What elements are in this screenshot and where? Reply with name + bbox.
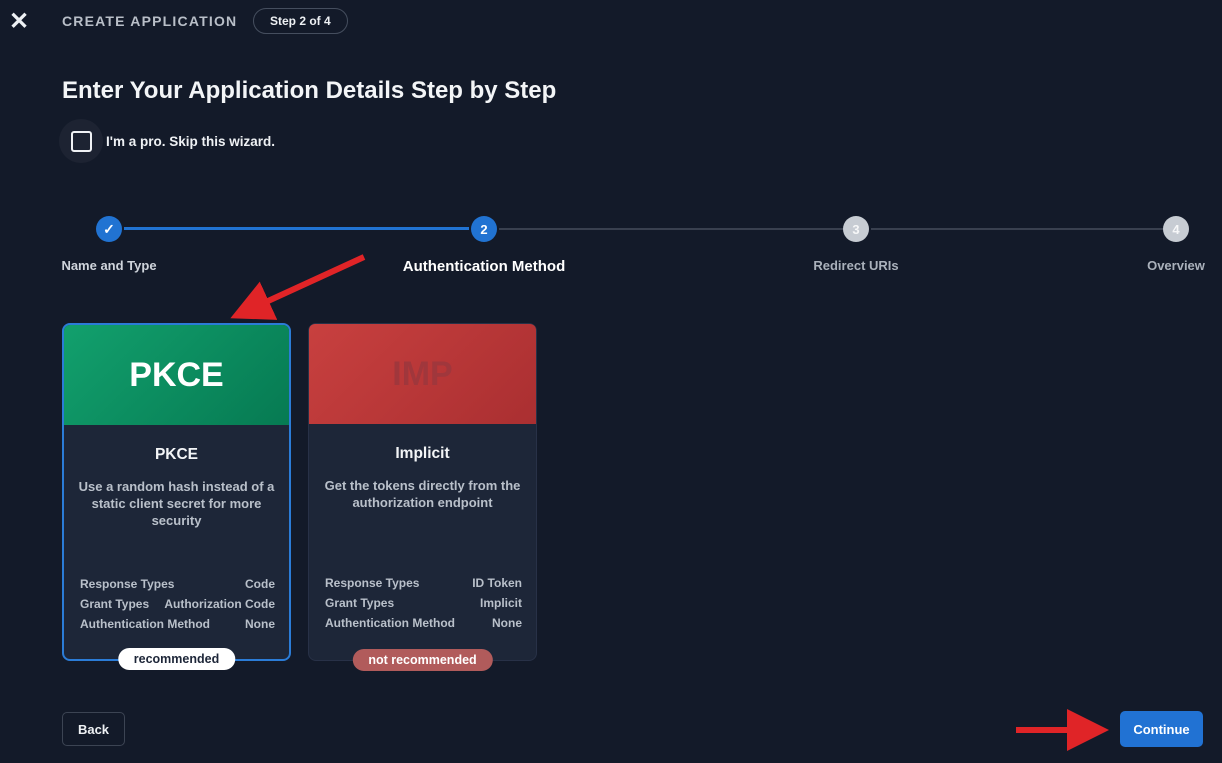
pkce-card-specs: Response Types Code Grant Types Authoriz… xyxy=(80,577,275,637)
spec-label: Response Types xyxy=(80,577,175,591)
spec-value: Code xyxy=(245,577,275,591)
step-label-name-and-type: Name and Type xyxy=(61,258,157,273)
pkce-card-title: PKCE xyxy=(154,446,199,463)
spec-row: Grant Types Authorization Code xyxy=(80,597,275,611)
auth-method-card-implicit[interactable]: IMP Implicit Get the tokens directly fro… xyxy=(308,323,537,671)
arrow-to-pkce-card xyxy=(230,254,366,320)
pkce-card-header[interactable]: PKCE xyxy=(64,325,289,425)
skip-wizard-label: I'm a pro. Skip this wizard. xyxy=(106,133,275,149)
step-circle-authentication-method[interactable]: 2 xyxy=(471,216,497,242)
page-title: Enter Your Application Details Step by S… xyxy=(62,77,557,104)
auth-method-card-pkce[interactable]: PKCE PKCE Use a random hash instead of a… xyxy=(62,323,291,670)
implicit-card-description: Get the tokens directly from the authori… xyxy=(324,478,521,510)
spec-label: Response Types xyxy=(325,576,420,590)
spec-row: Authentication Method None xyxy=(80,617,275,631)
pkce-card-description: Use a random hash instead of a static cl… xyxy=(78,479,275,528)
spec-label: Grant Types xyxy=(80,597,150,611)
spec-row: Grant Types Implicit xyxy=(325,596,522,610)
step-circle-redirect-uris[interactable]: 3 xyxy=(843,216,869,242)
spec-value: None xyxy=(492,616,522,630)
stepper-connector-active xyxy=(124,227,469,230)
step-label-overview: Overview xyxy=(1147,258,1205,273)
step-number: 2 xyxy=(480,221,488,237)
checkmark-icon: ✓ xyxy=(103,220,115,237)
stepper-connector xyxy=(499,228,843,230)
spec-row: Response Types Code xyxy=(80,577,275,591)
back-button[interactable]: Back xyxy=(62,712,125,746)
step-circle-name-and-type[interactable]: ✓ xyxy=(96,216,122,242)
spec-value: Implicit xyxy=(479,596,522,610)
step-progress-badge: Step 2 of 4 xyxy=(253,8,348,34)
implicit-card-title: Implicit xyxy=(395,445,450,462)
implicit-card-header[interactable]: IMP xyxy=(309,324,536,424)
close-icon[interactable]: ✕ xyxy=(5,8,33,36)
step-label-redirect-uris: Redirect URIs xyxy=(813,258,899,273)
stepper-connector xyxy=(871,228,1163,230)
skip-wizard-row: I'm a pro. Skip this wizard. xyxy=(59,119,275,163)
not-recommended-badge: not recommended xyxy=(352,649,493,671)
spec-label: Grant Types xyxy=(325,596,395,610)
step-label-authentication-method: Authentication Method xyxy=(402,258,566,275)
spec-value: None xyxy=(245,617,275,631)
spec-label: Authentication Method xyxy=(325,616,455,630)
wizard-title: CREATE APPLICATION xyxy=(62,13,238,29)
spec-row: Authentication Method None xyxy=(325,616,522,630)
spec-row: Response Types ID Token xyxy=(325,576,522,590)
recommended-badge: recommended xyxy=(117,648,236,670)
step-number: 4 xyxy=(1172,221,1180,237)
spec-value: ID Token xyxy=(472,576,522,590)
step-number: 3 xyxy=(852,221,860,237)
implicit-card-specs: Response Types ID Token Grant Types Impl… xyxy=(325,576,522,636)
skip-wizard-checkbox[interactable] xyxy=(59,119,103,163)
spec-label: Authentication Method xyxy=(80,617,210,631)
step-circle-overview[interactable]: 4 xyxy=(1163,216,1189,242)
spec-value: Authorization Code xyxy=(164,597,275,611)
continue-button[interactable]: Continue xyxy=(1120,711,1203,747)
checkbox-unchecked-icon xyxy=(70,130,92,152)
